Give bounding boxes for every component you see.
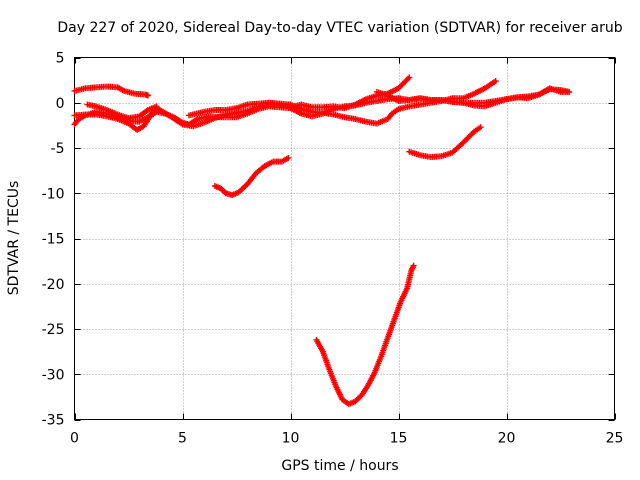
y-axis-label: SDTVAR / TECUs xyxy=(6,181,22,296)
data-point xyxy=(566,88,573,95)
series-track-7 xyxy=(211,154,292,199)
x-tick-label: 20 xyxy=(498,431,516,447)
data-point xyxy=(492,78,499,85)
y-tick-label: 0 xyxy=(56,96,65,112)
data-point xyxy=(285,154,292,161)
series-track-5 xyxy=(185,74,413,119)
plot-frame xyxy=(74,57,615,420)
series-track-6 xyxy=(373,85,573,106)
axis-ticks xyxy=(74,57,616,421)
x-tick-label: 10 xyxy=(282,431,300,447)
x-tick-label: 25 xyxy=(606,431,624,447)
y-tick-label: 5 xyxy=(56,51,65,67)
y-tick-label: -15 xyxy=(42,232,65,248)
data-point xyxy=(144,92,151,99)
y-tick-label: -25 xyxy=(42,322,65,338)
y-tick-label: -35 xyxy=(42,413,65,429)
x-tick-labels: 0 5 10 15 20 25 xyxy=(70,431,623,447)
chart-title: Day 227 of 2020, Sidereal Day-to-day VTE… xyxy=(57,20,622,36)
y-tick-label: -30 xyxy=(42,367,65,383)
y-tick-labels: 5 0 -5 -10 -15 -20 -25 -30 -35 xyxy=(42,51,65,429)
data-point xyxy=(153,103,160,110)
series-track-9 xyxy=(313,262,417,408)
y-tick-label: -5 xyxy=(51,141,65,157)
x-tick-label: 15 xyxy=(390,431,408,447)
data-point xyxy=(410,262,417,269)
data-point xyxy=(406,74,413,81)
data-series xyxy=(71,74,573,408)
x-axis-label: GPS time / hours xyxy=(281,458,398,474)
series-track-3 xyxy=(71,78,499,130)
series-track-4 xyxy=(84,101,160,122)
data-point xyxy=(477,124,484,131)
series-track-8 xyxy=(406,124,484,161)
y-tick-label: -20 xyxy=(42,277,65,293)
x-tick-label: 0 xyxy=(70,431,79,447)
y-tick-label: -10 xyxy=(42,186,65,202)
series-track-1 xyxy=(71,83,151,99)
x-tick-label: 5 xyxy=(178,431,187,447)
